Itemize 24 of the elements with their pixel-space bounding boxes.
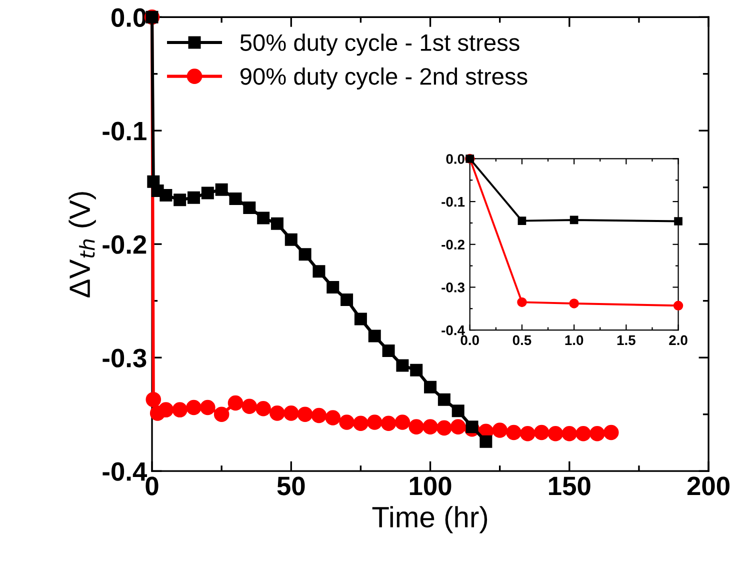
y-tick-label: -0.2: [442, 240, 464, 250]
x-tick-label: 100: [410, 476, 452, 496]
x-tick-label: 0.5: [512, 335, 532, 346]
x-tick-label: 0.0: [460, 335, 479, 346]
y-tick-label: -0.4: [102, 462, 148, 481]
x-tick-label: 150: [549, 476, 590, 496]
x-tick-label: 1.5: [617, 335, 636, 346]
y-axis-title: ΔV$_{th}$ (V): [68, 192, 96, 298]
y-tick-label: -0.3: [102, 348, 146, 368]
y-tick-label: -0.3: [442, 282, 464, 292]
y-tick-label: -0.2: [102, 235, 146, 254]
x-tick-label: 200: [687, 476, 730, 496]
x-tick-label: 2.0: [669, 335, 688, 346]
x-tick-label: 50: [277, 476, 305, 496]
y-tick-label: 0.0: [112, 8, 146, 27]
x-tick-label: 1.0: [565, 335, 584, 346]
y-tick-label: -0.1: [102, 122, 146, 140]
y-tick-label: -0.1: [442, 196, 465, 207]
y-tick-label: 0.0: [446, 154, 464, 164]
y-tick-label: -0.4: [442, 325, 465, 336]
x-tick-label: 0: [146, 476, 158, 496]
x-axis-title: Time (hr): [372, 506, 488, 534]
legend-label: 90% duty cycle - 2nd stress: [240, 67, 528, 90]
legend-label: 50% duty cycle - 1st stress: [240, 34, 520, 56]
